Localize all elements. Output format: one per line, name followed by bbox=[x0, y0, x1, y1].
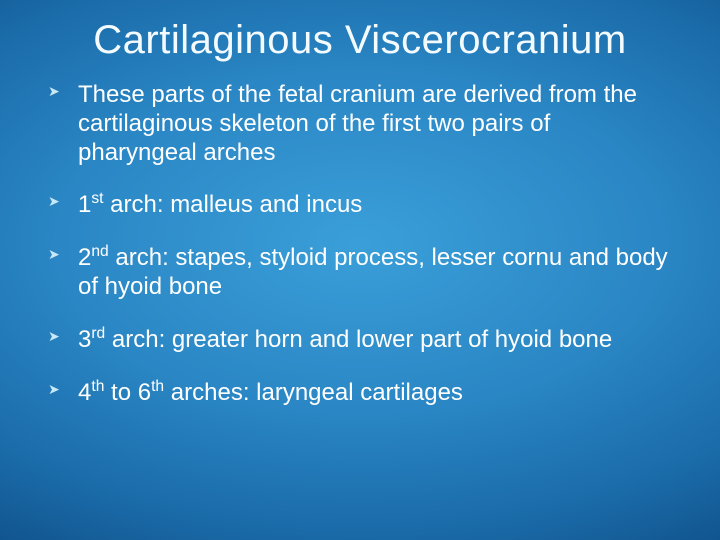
list-item: 4th to 6th arches: laryngeal cartilages bbox=[48, 379, 672, 408]
ordinal-num: 6 bbox=[138, 379, 151, 406]
list-item: 3rd arch: greater horn and lower part of… bbox=[48, 326, 672, 355]
bullet-text: arches: laryngeal cartilages bbox=[164, 379, 463, 406]
ordinal: 6th bbox=[138, 379, 164, 406]
ordinal-suffix: nd bbox=[91, 243, 108, 260]
bullet-text: arch: malleus and incus bbox=[104, 191, 363, 218]
list-item: 2nd arch: stapes, styloid process, lesse… bbox=[48, 244, 672, 302]
list-item: 1st arch: malleus and incus bbox=[48, 191, 672, 220]
slide: Cartilaginous Viscerocranium These parts… bbox=[0, 0, 720, 540]
bullet-text: arch: stapes, styloid process, lesser co… bbox=[78, 244, 668, 300]
ordinal-suffix: rd bbox=[91, 325, 105, 342]
ordinal-num: 1 bbox=[78, 191, 91, 218]
ordinal-suffix: st bbox=[91, 190, 103, 207]
bullet-list: These parts of the fetal cranium are der… bbox=[48, 81, 672, 407]
ordinal-num: 3 bbox=[78, 326, 91, 353]
ordinal: 1st bbox=[78, 191, 104, 218]
ordinal-num: 4 bbox=[78, 379, 91, 406]
ordinal-suffix: th bbox=[91, 378, 104, 395]
slide-title: Cartilaginous Viscerocranium bbox=[48, 18, 672, 63]
ordinal: 3rd bbox=[78, 326, 105, 353]
ordinal: 4th bbox=[78, 379, 104, 406]
ordinal-num: 2 bbox=[78, 244, 91, 271]
ordinal: 2nd bbox=[78, 244, 109, 271]
bullet-text: These parts of the fetal cranium are der… bbox=[78, 81, 637, 166]
bullet-text: arch: greater horn and lower part of hyo… bbox=[105, 326, 612, 353]
list-item: These parts of the fetal cranium are der… bbox=[48, 81, 672, 167]
bullet-mid: to bbox=[104, 379, 137, 406]
ordinal-suffix: th bbox=[151, 378, 164, 395]
